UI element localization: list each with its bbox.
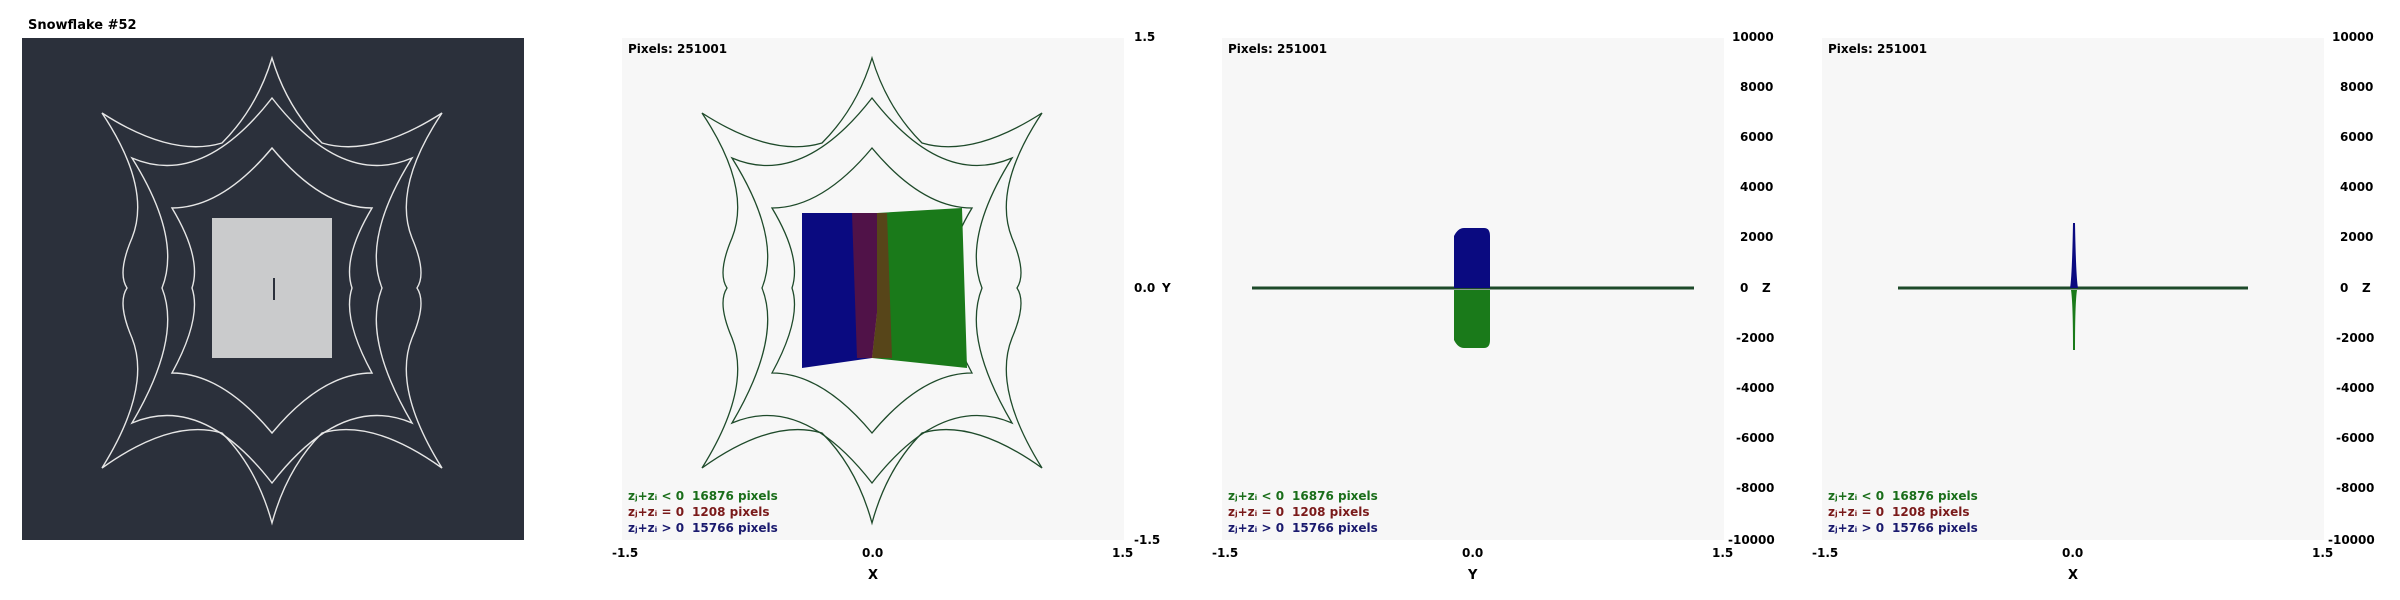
legend-count: 1208 pixels — [692, 505, 770, 519]
z-tick: -6000 — [2336, 431, 2375, 445]
y-axis-title: Y — [1468, 568, 1478, 583]
xy-projection-panel: Pixels: 251001 zⱼ+zᵢ < 0 16876 pixels zⱼ+… — [622, 38, 1124, 540]
legend: zⱼ+zᵢ < 0 16876 pixels zⱼ+zᵢ = 0 1208 pixe… — [1228, 488, 1378, 536]
xz-projection-svg — [1898, 223, 2248, 350]
z-tick: 4000 — [2340, 180, 2374, 194]
z-tick: 10000 — [2332, 30, 2374, 44]
z-tick: 0 — [1740, 281, 1749, 295]
z-axis-label: Z — [2362, 281, 2371, 295]
y-tick-zero: 0.0 — [1462, 546, 1484, 560]
yz-projection-panel: Pixels: 251001 zⱼ+zᵢ < 0 16876 pixels zⱼ+… — [1222, 38, 1724, 540]
y-axis-label: Y — [1162, 281, 1171, 295]
z-tick: -10000 — [2328, 533, 2375, 547]
xz-blue-spike — [2070, 223, 2078, 288]
legend-label: zⱼ+zᵢ > 0 — [1828, 521, 1885, 535]
yz-blue-bar — [1454, 228, 1490, 288]
legend-count: 16876 pixels — [692, 489, 778, 503]
z-tick: -8000 — [2336, 481, 2375, 495]
xz-green-spike — [2071, 290, 2077, 350]
legend-count: 1208 pixels — [1892, 505, 1970, 519]
legend-count: 1208 pixels — [1292, 505, 1370, 519]
z-tick: -2000 — [2336, 331, 2375, 345]
x-tick-min: -1.5 — [612, 546, 639, 560]
snowflake-dark-shape — [101, 55, 443, 526]
pixels-label: Pixels: 251001 — [628, 42, 728, 56]
x-tick-zero: 0.0 — [2062, 546, 2084, 560]
y-tick-max: 1.5 — [1712, 546, 1734, 560]
snowflake-dark-core — [212, 218, 332, 358]
y-tick-min: -1.5 — [1212, 546, 1239, 560]
legend-label: zⱼ+zᵢ < 0 — [1228, 489, 1285, 503]
z-tick: -6000 — [1736, 431, 1775, 445]
z-tick: 10000 — [1732, 30, 1774, 44]
window-title: Snowflake #52 — [28, 18, 137, 33]
legend-label: zⱼ+zᵢ > 0 — [1228, 521, 1285, 535]
legend-count: 16876 pixels — [1892, 489, 1978, 503]
z-tick: 8000 — [1740, 80, 1774, 94]
xy-red-band — [852, 213, 892, 358]
xy-snowflake-outline — [701, 55, 1043, 526]
z-tick: -8000 — [1736, 481, 1775, 495]
legend-label: zⱼ+zᵢ < 0 — [628, 489, 685, 503]
x-tick-min: -1.5 — [1812, 546, 1839, 560]
yz-projection-svg — [1252, 228, 1694, 348]
snowflake-render-panel — [22, 38, 524, 540]
x-axis-title: X — [868, 568, 879, 583]
pixels-label: Pixels: 251001 — [1828, 42, 1928, 56]
z-tick: -10000 — [1728, 533, 1775, 547]
x-axis-title: X — [2068, 568, 2079, 583]
x-tick-zero: 0.0 — [862, 546, 884, 560]
y-tick-bottom: -1.5 — [1134, 533, 1161, 547]
x-tick-max: 1.5 — [2312, 546, 2334, 560]
legend-label: zⱼ+zᵢ = 0 — [1228, 505, 1285, 519]
x-tick-max: 1.5 — [1112, 546, 1134, 560]
legend-label: zⱼ+zᵢ > 0 — [628, 521, 685, 535]
y-tick-top: 1.5 — [1134, 30, 1156, 44]
legend-count: 15766 pixels — [692, 521, 778, 535]
z-tick: -4000 — [2336, 381, 2375, 395]
snowflake-dark-svg — [101, 55, 443, 526]
z-tick: 8000 — [2340, 80, 2374, 94]
legend-count: 15766 pixels — [1892, 521, 1978, 535]
z-tick: -2000 — [1736, 331, 1775, 345]
z-tick: 0 — [2340, 281, 2349, 295]
z-axis-label: Z — [1762, 281, 1771, 295]
pixels-label: Pixels: 251001 — [1228, 42, 1328, 56]
xy-projection-svg — [701, 55, 1043, 526]
legend: zⱼ+zᵢ < 0 16876 pixels zⱼ+zᵢ = 0 1208 pixe… — [628, 488, 778, 536]
legend-label: zⱼ+zᵢ < 0 — [1828, 489, 1885, 503]
y-tick-zero: 0.0 — [1134, 281, 1156, 295]
legend-label: zⱼ+zᵢ = 0 — [1828, 505, 1885, 519]
z-tick: 6000 — [1740, 130, 1774, 144]
legend-count: 15766 pixels — [1292, 521, 1378, 535]
legend-label: zⱼ+zᵢ = 0 — [628, 505, 685, 519]
z-tick: 2000 — [2340, 230, 2374, 244]
xz-projection-panel: Pixels: 251001 zⱼ+zᵢ < 0 16876 pixels zⱼ+… — [1822, 38, 2324, 540]
z-tick: -4000 — [1736, 381, 1775, 395]
xy-green-region — [872, 208, 967, 368]
z-tick: 2000 — [1740, 230, 1774, 244]
legend-count: 16876 pixels — [1292, 489, 1378, 503]
z-tick: 6000 — [2340, 130, 2374, 144]
legend: zⱼ+zᵢ < 0 16876 pixels zⱼ+zᵢ = 0 1208 pixe… — [1828, 488, 1978, 536]
z-tick: 4000 — [1740, 180, 1774, 194]
yz-green-bar — [1454, 290, 1490, 348]
